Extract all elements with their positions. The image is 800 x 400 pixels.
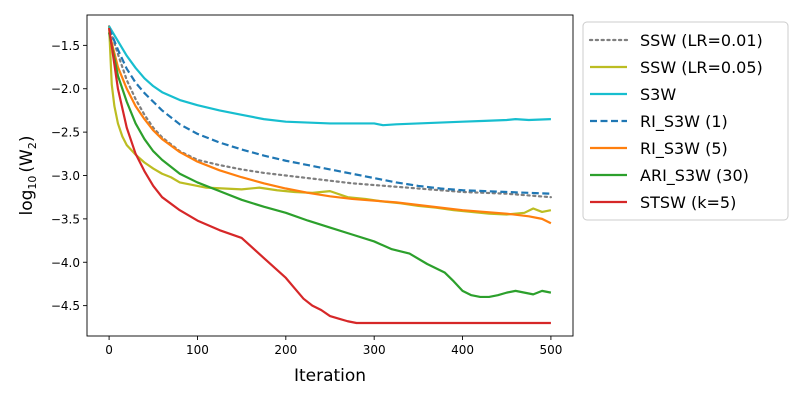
series-line-1: [107, 25, 553, 199]
x-tick-label: 100: [186, 343, 209, 357]
legend-label-3: S3W: [640, 85, 676, 104]
y-tick-label: −4.0: [51, 256, 80, 270]
x-tick-label: 200: [274, 343, 297, 357]
x-tick-label: 300: [363, 343, 386, 357]
series-line-3: [108, 25, 551, 127]
series-line-5: [108, 32, 552, 225]
x-tick-label: 500: [539, 343, 562, 357]
legend-entries: SSW (LR=0.01) SSW (LR=0.05) S3W RI_S3W (1) R…: [588, 31, 763, 212]
x-tick-label: 400: [451, 343, 474, 357]
legend-label-7: STSW (k=5): [640, 193, 736, 212]
plot-background: [87, 15, 573, 336]
y-tick-label: −2.5: [51, 126, 80, 140]
series-line-4: [108, 27, 551, 195]
x-axis: 0 100 200 300 400 500: [105, 336, 562, 357]
legend-label-4: RI_S3W (1): [640, 112, 728, 132]
series-line-7: [108, 27, 551, 325]
legend-label-2: SSW (LR=0.05): [640, 58, 763, 77]
y-tick-label: −3.5: [51, 212, 80, 226]
legend-label-6: ARI_S3W (30): [640, 166, 749, 186]
y-tick-label: −4.5: [51, 299, 80, 313]
x-tick-label: 0: [105, 343, 113, 357]
y-tick-label: −3.0: [51, 169, 80, 183]
series-layer: [107, 25, 553, 325]
y-tick-label: −2.0: [51, 82, 80, 96]
legend-label-5: RI_S3W (5): [640, 139, 728, 159]
y-tick-label: −1.5: [51, 39, 80, 53]
legend-label-1: SSW (LR=0.01): [640, 31, 763, 50]
x-axis-title: Iteration: [294, 366, 366, 386]
legend-frame: [582, 21, 789, 221]
series-line-6: [108, 32, 552, 299]
legend: SSW (LR=0.01) SSW (LR=0.05) S3W RI_S3W (1) R…: [582, 21, 789, 221]
y-axis: −1.5 −2.0 −2.5 −3.0 −3.5 −4.0 −4.5: [51, 39, 87, 313]
y-axis-title: log10(W2): [17, 135, 39, 215]
